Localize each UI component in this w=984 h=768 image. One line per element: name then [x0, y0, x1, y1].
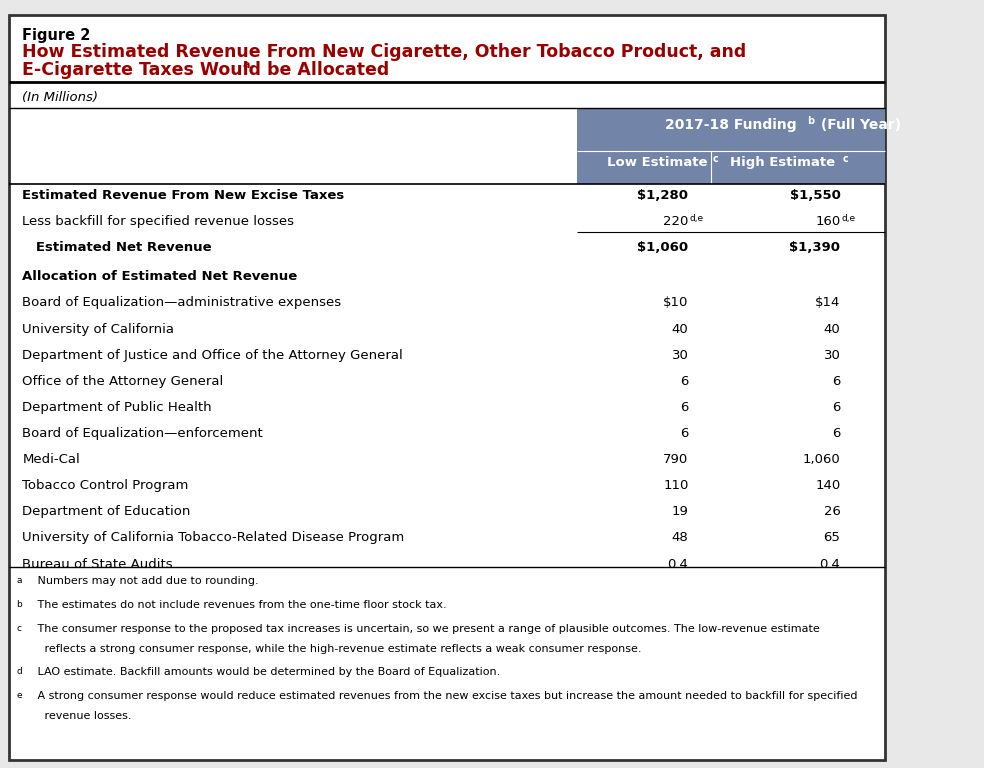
Text: Department of Justice and Office of the Attorney General: Department of Justice and Office of the … [23, 349, 403, 362]
Text: Estimated Revenue From New Excise Taxes: Estimated Revenue From New Excise Taxes [23, 189, 344, 202]
Text: 6: 6 [832, 375, 840, 388]
Text: High Estimate: High Estimate [730, 156, 834, 169]
Text: Figure 2: Figure 2 [23, 28, 91, 43]
Text: d,e: d,e [841, 214, 855, 223]
Text: b: b [808, 116, 815, 126]
Text: Bureau of State Audits: Bureau of State Audits [23, 558, 173, 571]
Text: 30: 30 [672, 349, 689, 362]
Text: 790: 790 [663, 453, 689, 466]
Text: Numbers may not add due to rounding.: Numbers may not add due to rounding. [34, 576, 259, 586]
Text: 2017-18 Funding: 2017-18 Funding [665, 118, 797, 131]
Text: 65: 65 [824, 531, 840, 545]
Text: Tobacco Control Program: Tobacco Control Program [23, 479, 189, 492]
Text: 160: 160 [815, 215, 840, 228]
Text: Allocation of Estimated Net Revenue: Allocation of Estimated Net Revenue [23, 270, 297, 283]
FancyBboxPatch shape [577, 151, 886, 184]
Text: d: d [16, 667, 22, 677]
Text: c: c [843, 154, 848, 164]
Text: c: c [713, 154, 718, 164]
FancyBboxPatch shape [577, 108, 886, 151]
Text: Department of Education: Department of Education [23, 505, 191, 518]
Text: a: a [16, 576, 22, 585]
Text: e: e [16, 691, 22, 700]
Text: $1,550: $1,550 [789, 189, 840, 202]
Text: 110: 110 [663, 479, 689, 492]
Text: E-Cigarette Taxes Would be Allocated: E-Cigarette Taxes Would be Allocated [23, 61, 390, 78]
Text: Department of Public Health: Department of Public Health [23, 401, 212, 414]
Text: Medi-Cal: Medi-Cal [23, 453, 80, 466]
Text: 40: 40 [672, 323, 689, 336]
Text: 6: 6 [680, 427, 689, 440]
Text: The estimates do not include revenues from the one-time floor stock tax.: The estimates do not include revenues fr… [34, 600, 447, 610]
Text: 48: 48 [672, 531, 689, 545]
Text: b: b [16, 600, 22, 609]
Text: revenue losses.: revenue losses. [34, 711, 132, 721]
Text: Estimated Net Revenue: Estimated Net Revenue [23, 241, 212, 254]
Text: 30: 30 [824, 349, 840, 362]
Text: reflects a strong consumer response, while the high-revenue estimate reflects a : reflects a strong consumer response, whi… [34, 644, 642, 654]
Text: 140: 140 [815, 479, 840, 492]
Text: Board of Equalization—enforcement: Board of Equalization—enforcement [23, 427, 263, 440]
Text: 40: 40 [824, 323, 840, 336]
Text: Office of the Attorney General: Office of the Attorney General [23, 375, 223, 388]
Text: $1,390: $1,390 [789, 241, 840, 254]
Text: A strong consumer response would reduce estimated revenues from the new excise t: A strong consumer response would reduce … [34, 691, 857, 701]
Text: How Estimated Revenue From New Cigarette, Other Tobacco Product, and: How Estimated Revenue From New Cigarette… [23, 43, 747, 61]
Text: $1,060: $1,060 [638, 241, 689, 254]
FancyBboxPatch shape [9, 15, 886, 760]
Text: $14: $14 [815, 296, 840, 310]
Text: 19: 19 [672, 505, 689, 518]
Text: 1,060: 1,060 [803, 453, 840, 466]
Text: LAO estimate. Backfill amounts would be determined by the Board of Equalization.: LAO estimate. Backfill amounts would be … [34, 667, 500, 677]
Text: Low Estimate: Low Estimate [607, 156, 707, 169]
Text: $1,280: $1,280 [638, 189, 689, 202]
Text: (In Millions): (In Millions) [23, 91, 98, 104]
Text: a: a [243, 60, 250, 70]
Text: 6: 6 [832, 401, 840, 414]
Text: 0.4: 0.4 [667, 558, 689, 571]
Text: $10: $10 [663, 296, 689, 310]
Text: (Full Year): (Full Year) [816, 118, 900, 131]
Text: University of California: University of California [23, 323, 174, 336]
Text: 6: 6 [832, 427, 840, 440]
Text: Board of Equalization—administrative expenses: Board of Equalization—administrative exp… [23, 296, 341, 310]
Text: c: c [16, 624, 21, 633]
Text: The consumer response to the proposed tax increases is uncertain, so we present : The consumer response to the proposed ta… [34, 624, 820, 634]
Text: 26: 26 [824, 505, 840, 518]
Text: 6: 6 [680, 401, 689, 414]
Text: University of California Tobacco-Related Disease Program: University of California Tobacco-Related… [23, 531, 404, 545]
Text: 0.4: 0.4 [820, 558, 840, 571]
Text: Less backfill for specified revenue losses: Less backfill for specified revenue loss… [23, 215, 294, 228]
Text: 6: 6 [680, 375, 689, 388]
Text: 220: 220 [663, 215, 689, 228]
Text: d,e: d,e [690, 214, 704, 223]
